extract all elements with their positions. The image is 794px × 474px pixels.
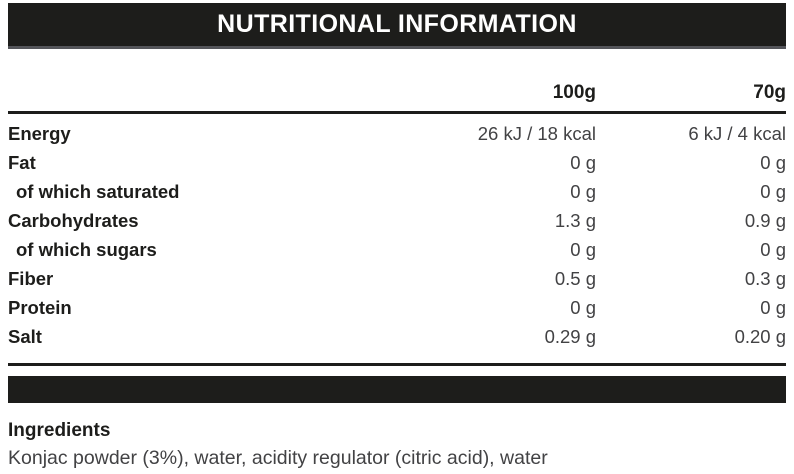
row-label: of which sugars <box>16 239 157 260</box>
table-row: of which sugars 0 g 0 g <box>8 235 786 264</box>
row-label: Fiber <box>8 268 54 289</box>
row-label: Carbohydrates <box>8 210 139 231</box>
ingredients-text: Konjac powder (3%), water, acidity regul… <box>8 447 548 469</box>
row-value-70g: 0 g <box>760 297 786 318</box>
ingredients-section: Ingredients Konjac powder (3%), water, a… <box>8 420 786 470</box>
row-value-70g: 0 g <box>760 152 786 173</box>
table-row: of which saturated 0 g 0 g <box>8 177 786 206</box>
row-value-70g: 0 g <box>760 181 786 202</box>
table-row: Carbohydrates 1.3 g 0.9 g <box>8 206 786 235</box>
row-label: Fat <box>8 152 36 173</box>
table-row: Fiber 0.5 g 0.3 g <box>8 264 786 293</box>
table-row: Fat 0 g 0 g <box>8 148 786 177</box>
nutrition-table-body: Energy 26 kJ / 18 kcal 6 kJ / 4 kcal Fat 0 g… <box>8 114 786 363</box>
table-row: Protein 0 g 0 g <box>8 293 786 322</box>
row-value-70g: 6 kJ / 4 kcal <box>688 123 786 144</box>
row-value-100g: 0.29 g <box>544 326 596 347</box>
row-value-70g: 0.9 g <box>744 210 786 231</box>
nutrition-table: 100g 70g Energy 26 kJ / 18 kcal 6 kJ / 4 k… <box>8 82 786 366</box>
header-spacer <box>8 82 406 104</box>
title-bar: NUTRITIONAL INFORMATION <box>8 3 786 49</box>
table-row: Energy 26 kJ / 18 kcal 6 kJ / 4 kcal <box>8 119 786 148</box>
row-value-70g: 0.20 g <box>734 326 786 347</box>
row-value-100g: 0 g <box>570 239 596 260</box>
row-label: of which saturated <box>16 181 180 202</box>
label-content: NUTRITIONAL INFORMATION 100g 70g Energy 2… <box>8 3 786 470</box>
column-header-100g: 100g <box>552 82 596 103</box>
row-value-100g: 0 g <box>570 152 596 173</box>
row-value-100g: 1.3 g <box>554 210 596 231</box>
row-value-100g: 0 g <box>570 297 596 318</box>
row-label: Salt <box>8 326 42 347</box>
table-header-row: 100g 70g <box>8 82 786 114</box>
row-value-100g: 0.5 g <box>554 268 596 289</box>
page-title: NUTRITIONAL INFORMATION <box>217 10 577 38</box>
row-label: Energy <box>8 123 71 144</box>
row-label: Protein <box>8 297 72 318</box>
column-header-70g: 70g <box>753 82 786 103</box>
row-value-100g: 0 g <box>570 181 596 202</box>
row-value-100g: 26 kJ / 18 kcal <box>477 123 596 144</box>
divider-bar <box>8 376 786 403</box>
table-row: Salt 0.29 g 0.20 g <box>8 322 786 351</box>
ingredients-heading: Ingredients <box>8 420 111 441</box>
row-value-70g: 0 g <box>760 239 786 260</box>
row-value-70g: 0.3 g <box>744 268 786 289</box>
